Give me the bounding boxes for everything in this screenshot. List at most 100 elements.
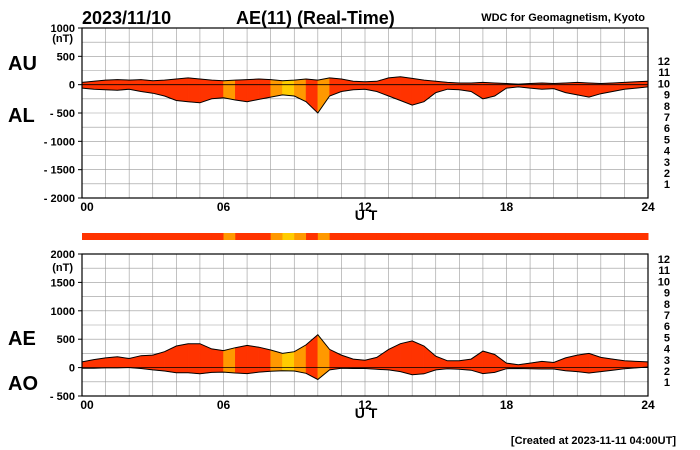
- legend-label: 8: [664, 101, 670, 113]
- series-line-au: [81, 76, 649, 85]
- series-line-ao: [82, 366, 649, 381]
- series-label-al: AL: [8, 105, 35, 127]
- strip-segment: [530, 233, 543, 240]
- envelope-segment: [294, 78, 307, 103]
- strip-segment: [140, 233, 154, 240]
- strip-segment: [152, 233, 166, 240]
- strip-segment: [376, 233, 390, 240]
- envelope-segment: [223, 347, 236, 374]
- strip-segment: [223, 233, 236, 240]
- envelope-segment: [447, 82, 460, 91]
- legend-label: 5: [664, 134, 670, 146]
- legend-label: 11: [658, 265, 670, 277]
- envelope-segment: [352, 81, 366, 91]
- strip-segment: [247, 233, 260, 240]
- envelope-segment: [411, 78, 425, 106]
- envelope-segment: [105, 356, 118, 369]
- envelope-segment: [246, 345, 260, 374]
- strip-segment: [471, 233, 484, 240]
- strip-segment: [282, 233, 295, 240]
- legend-label: 7: [664, 310, 670, 322]
- strip-segment: [93, 233, 107, 240]
- y-tick-label: 2000: [51, 249, 75, 261]
- envelope-segment: [423, 345, 436, 375]
- x-tick-label: 00: [80, 200, 94, 214]
- y-tick-label: 1000: [51, 23, 75, 35]
- strip-segment: [624, 233, 637, 240]
- legend-label: 4: [664, 146, 671, 158]
- envelope-segment: [305, 334, 319, 380]
- x-axis-title-bottom: U T: [355, 405, 378, 421]
- plot-frame: [81, 253, 649, 397]
- strip-segment: [494, 233, 507, 240]
- strip-segment: [235, 233, 248, 240]
- legend-label: 9: [664, 90, 670, 102]
- envelope-segment: [294, 344, 307, 374]
- envelope-segment: [423, 79, 436, 103]
- ae-ao-panel: 2000 1500 1000 500 0 - 500 00 06 12 18 24: [50, 249, 655, 412]
- envelope-segment: [176, 77, 189, 102]
- strip-segment: [105, 233, 118, 240]
- strip-segment: [306, 233, 319, 240]
- series-label-ao: AO: [8, 373, 38, 395]
- strip-segment: [199, 233, 213, 240]
- legend-label: 12: [658, 254, 670, 266]
- x-axis-title-top: U T: [355, 207, 378, 223]
- x-tick-label: 12: [358, 200, 372, 214]
- strip-segment: [176, 233, 189, 240]
- strip-segment: [211, 233, 224, 240]
- envelope-segment: [270, 79, 283, 98]
- envelope-segment: [411, 340, 425, 375]
- series-line-ae: [81, 333, 649, 366]
- legend-label: 11: [658, 67, 670, 79]
- y-tick-label: 1000: [51, 306, 75, 318]
- envelope-segment: [187, 77, 201, 104]
- y-tick-label: 0: [69, 363, 75, 375]
- envelope-segment: [211, 348, 224, 373]
- y-tick-label: 500: [57, 51, 75, 63]
- au-al-panel: 1000 500 0 - 500 - 1000 - 1500 - 2000 00 06 12 18 2…: [44, 23, 655, 214]
- strip-segment: [317, 233, 331, 240]
- x-tick-label: 18: [500, 398, 514, 412]
- envelope-segment: [140, 79, 153, 94]
- legend-label: 2: [664, 366, 670, 378]
- strip-segment: [506, 233, 519, 240]
- series-line-al: [81, 86, 649, 114]
- y-tick-label: - 2000: [44, 193, 75, 205]
- legend-label: 2: [664, 168, 670, 180]
- strip-segment: [294, 233, 307, 240]
- envelope-segment: [258, 78, 271, 100]
- unit-label-top: (nT): [52, 33, 73, 45]
- source-credit: WDC for Geomagnetism, Kyoto: [481, 12, 645, 24]
- strip-segment: [365, 233, 378, 240]
- y-tick-label: 500: [57, 334, 75, 346]
- envelope-segment: [258, 346, 271, 373]
- strip-segment: [482, 233, 496, 240]
- envelope-segment: [317, 77, 330, 114]
- y-tick-label: - 1500: [44, 165, 75, 177]
- x-tick-label: 06: [217, 398, 231, 412]
- envelope-segment: [164, 78, 177, 101]
- strip-segment: [117, 233, 130, 240]
- envelope-segment: [223, 79, 236, 101]
- x-tick-label: 24: [641, 398, 655, 412]
- envelope-segment: [600, 357, 613, 372]
- unit-label-bottom: (nT): [52, 262, 73, 274]
- strip-segment: [329, 233, 342, 240]
- station-count-strip: [82, 233, 649, 240]
- legend-label: 3: [664, 157, 670, 169]
- y-tick-label: 1500: [51, 277, 75, 289]
- legend-label: 5: [664, 332, 670, 344]
- envelope-segment: [235, 79, 248, 102]
- x-tick-label: 24: [641, 200, 655, 214]
- envelope-segment: [164, 345, 177, 374]
- legend-label: 12: [658, 56, 670, 68]
- legend-label: 10: [658, 276, 670, 288]
- created-timestamp: [Created at 2023-11-11 04:00UT]: [511, 435, 676, 447]
- strip-segment: [423, 233, 437, 240]
- legend-label: 6: [664, 321, 670, 333]
- envelope-segment: [282, 351, 295, 372]
- x-tick-label: 18: [500, 200, 514, 214]
